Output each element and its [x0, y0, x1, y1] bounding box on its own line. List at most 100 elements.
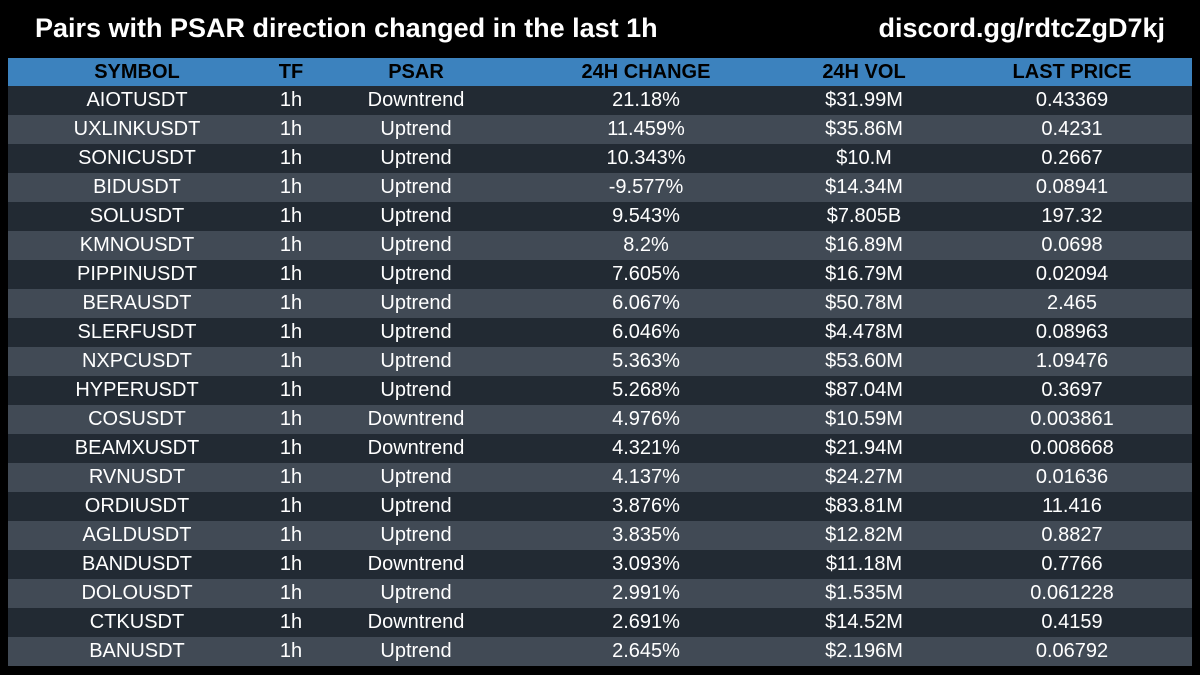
psar-cell: Uptrend [380, 176, 452, 198]
psar-cell: Uptrend [380, 466, 452, 488]
table-row[interactable]: BANUSDT 1h Uptrend 2.645% $2.196M 0.06792 [8, 637, 1192, 666]
volume-cell: $16.89M [825, 234, 903, 256]
symbol-cell: DOLOUSDT [81, 582, 193, 604]
tf-cell: 1h [279, 553, 303, 575]
column-header-symbol[interactable]: SYMBOL [94, 60, 180, 83]
table-row[interactable]: AIOTUSDT 1h Downtrend 21.18% $31.99M 0.43369 [8, 86, 1192, 115]
price-cell: 0.01636 [1035, 466, 1109, 488]
table-row[interactable]: BEAMXUSDT 1h Downtrend 4.321% $21.94M 0.00866… [8, 434, 1192, 463]
table-row[interactable]: BANDUSDT 1h Downtrend 3.093% $11.18M 0.7766 [8, 550, 1192, 579]
tf-cell: 1h [279, 495, 303, 517]
table-row[interactable]: AGLDUSDT 1h Uptrend 3.835% $12.82M 0.8827 [8, 521, 1192, 550]
volume-cell: $1.535M [825, 582, 903, 604]
tf-cell: 1h [279, 263, 303, 285]
price-cell: 1.09476 [1035, 350, 1109, 372]
tf-cell: 1h [279, 582, 303, 604]
symbol-cell: UXLINKUSDT [73, 118, 201, 140]
tf-cell: 1h [279, 176, 303, 198]
table-row[interactable]: BERAUSDT 1h Uptrend 6.067% $50.78M 2.465 [8, 289, 1192, 318]
volume-cell: $10.59M [825, 408, 903, 430]
psar-cell: Downtrend [367, 408, 465, 430]
change-cell: 10.343% [606, 147, 686, 169]
psar-cell: Downtrend [367, 89, 465, 111]
psar-cell: Uptrend [380, 524, 452, 546]
column-header-tf[interactable]: TF [278, 60, 304, 83]
price-cell: 0.8827 [1041, 524, 1103, 546]
table-row[interactable]: RVNUSDT 1h Uptrend 4.137% $24.27M 0.01636 [8, 463, 1192, 492]
table-row[interactable]: DOLOUSDT 1h Uptrend 2.991% $1.535M 0.061228 [8, 579, 1192, 608]
volume-cell: $87.04M [825, 379, 903, 401]
table-row[interactable]: CTKUSDT 1h Downtrend 2.691% $14.52M 0.4159 [8, 608, 1192, 637]
change-cell: 2.691% [612, 611, 680, 633]
column-header-psar[interactable]: PSAR [388, 60, 444, 83]
table-row[interactable]: HYPERUSDT 1h Uptrend 5.268% $87.04M 0.3697 [8, 376, 1192, 405]
psar-cell: Uptrend [380, 582, 452, 604]
symbol-cell: BERAUSDT [82, 292, 192, 314]
change-cell: 5.268% [612, 379, 680, 401]
symbol-cell: COSUSDT [88, 408, 186, 430]
price-cell: 0.06792 [1035, 640, 1109, 662]
tf-cell: 1h [279, 234, 303, 256]
tf-cell: 1h [279, 611, 303, 633]
tf-cell: 1h [279, 350, 303, 372]
tf-cell: 1h [279, 89, 303, 111]
table-row[interactable]: SOLUSDT 1h Uptrend 9.543% $7.805B 197.32 [8, 202, 1192, 231]
symbol-cell: SLERFUSDT [77, 321, 197, 343]
volume-cell: $4.478M [825, 321, 903, 343]
table-row[interactable]: SLERFUSDT 1h Uptrend 6.046% $4.478M 0.08963 [8, 318, 1192, 347]
volume-cell: $14.34M [825, 176, 903, 198]
discord-link[interactable]: discord.gg/rdtcZgD7kj [878, 13, 1165, 43]
change-cell: 3.835% [612, 524, 680, 546]
symbol-cell: AIOTUSDT [86, 89, 188, 111]
column-header-last-price[interactable]: LAST PRICE [1012, 60, 1132, 83]
symbol-cell: HYPERUSDT [75, 379, 199, 401]
symbol-cell: BANDUSDT [81, 553, 192, 575]
price-cell: 0.061228 [1030, 582, 1114, 604]
volume-cell: $14.52M [825, 611, 903, 633]
tf-cell: 1h [279, 118, 303, 140]
psar-cell: Uptrend [380, 147, 452, 169]
change-cell: 2.991% [612, 582, 680, 604]
table-row[interactable]: UXLINKUSDT 1h Uptrend 11.459% $35.86M 0.4231 [8, 115, 1192, 144]
psar-cell: Downtrend [367, 611, 465, 633]
psar-cell: Uptrend [380, 379, 452, 401]
price-cell: 2.465 [1046, 292, 1098, 314]
volume-cell: $11.18M [825, 553, 903, 575]
change-cell: 5.363% [612, 350, 680, 372]
price-cell: 0.08963 [1035, 321, 1109, 343]
table-row[interactable]: ORDIUSDT 1h Uptrend 3.876% $83.81M 11.416 [8, 492, 1192, 521]
header-bar: Pairs with PSAR direction changed in the… [0, 0, 1200, 58]
volume-cell: $16.79M [825, 263, 903, 285]
psar-cell: Uptrend [380, 495, 452, 517]
page-title: Pairs with PSAR direction changed in the… [35, 13, 658, 43]
psar-cell: Uptrend [380, 118, 452, 140]
price-cell: 0.4231 [1041, 118, 1103, 140]
table-row[interactable]: PIPPINUSDT 1h Uptrend 7.605% $16.79M 0.02094 [8, 260, 1192, 289]
symbol-cell: NXPCUSDT [81, 350, 192, 372]
tf-cell: 1h [279, 466, 303, 488]
table-row[interactable]: COSUSDT 1h Downtrend 4.976% $10.59M 0.003861 [8, 405, 1192, 434]
table-row[interactable]: NXPCUSDT 1h Uptrend 5.363% $53.60M 1.09476 [8, 347, 1192, 376]
price-cell: 11.416 [1042, 495, 1102, 517]
price-cell: 0.02094 [1035, 263, 1109, 285]
table-row[interactable]: BIDUSDT 1h Uptrend -9.577% $14.34M 0.08941 [8, 173, 1192, 202]
symbol-cell: BANUSDT [89, 640, 185, 662]
symbol-cell: CTKUSDT [89, 611, 185, 633]
volume-cell: $10.M [836, 147, 892, 169]
psar-cell: Uptrend [380, 350, 452, 372]
change-cell: 7.605% [612, 263, 680, 285]
volume-cell: $24.27M [825, 466, 903, 488]
table-row[interactable]: KMNOUSDT 1h Uptrend 8.2% $16.89M 0.0698 [8, 231, 1192, 260]
volume-cell: $7.805B [826, 205, 902, 227]
psar-cell: Uptrend [380, 234, 452, 256]
change-cell: 4.321% [612, 437, 680, 459]
column-header-24h-change[interactable]: 24H CHANGE [581, 60, 711, 83]
table-row[interactable]: SONICUSDT 1h Uptrend 10.343% $10.M 0.2667 [8, 144, 1192, 173]
volume-cell: $35.86M [825, 118, 903, 140]
change-cell: 8.2% [623, 234, 669, 256]
symbol-cell: RVNUSDT [88, 466, 186, 488]
change-cell: 4.976% [612, 408, 680, 430]
column-header-24h-vol[interactable]: 24H VOL [822, 60, 906, 83]
tf-cell: 1h [279, 408, 303, 430]
psar-cell: Uptrend [380, 321, 452, 343]
